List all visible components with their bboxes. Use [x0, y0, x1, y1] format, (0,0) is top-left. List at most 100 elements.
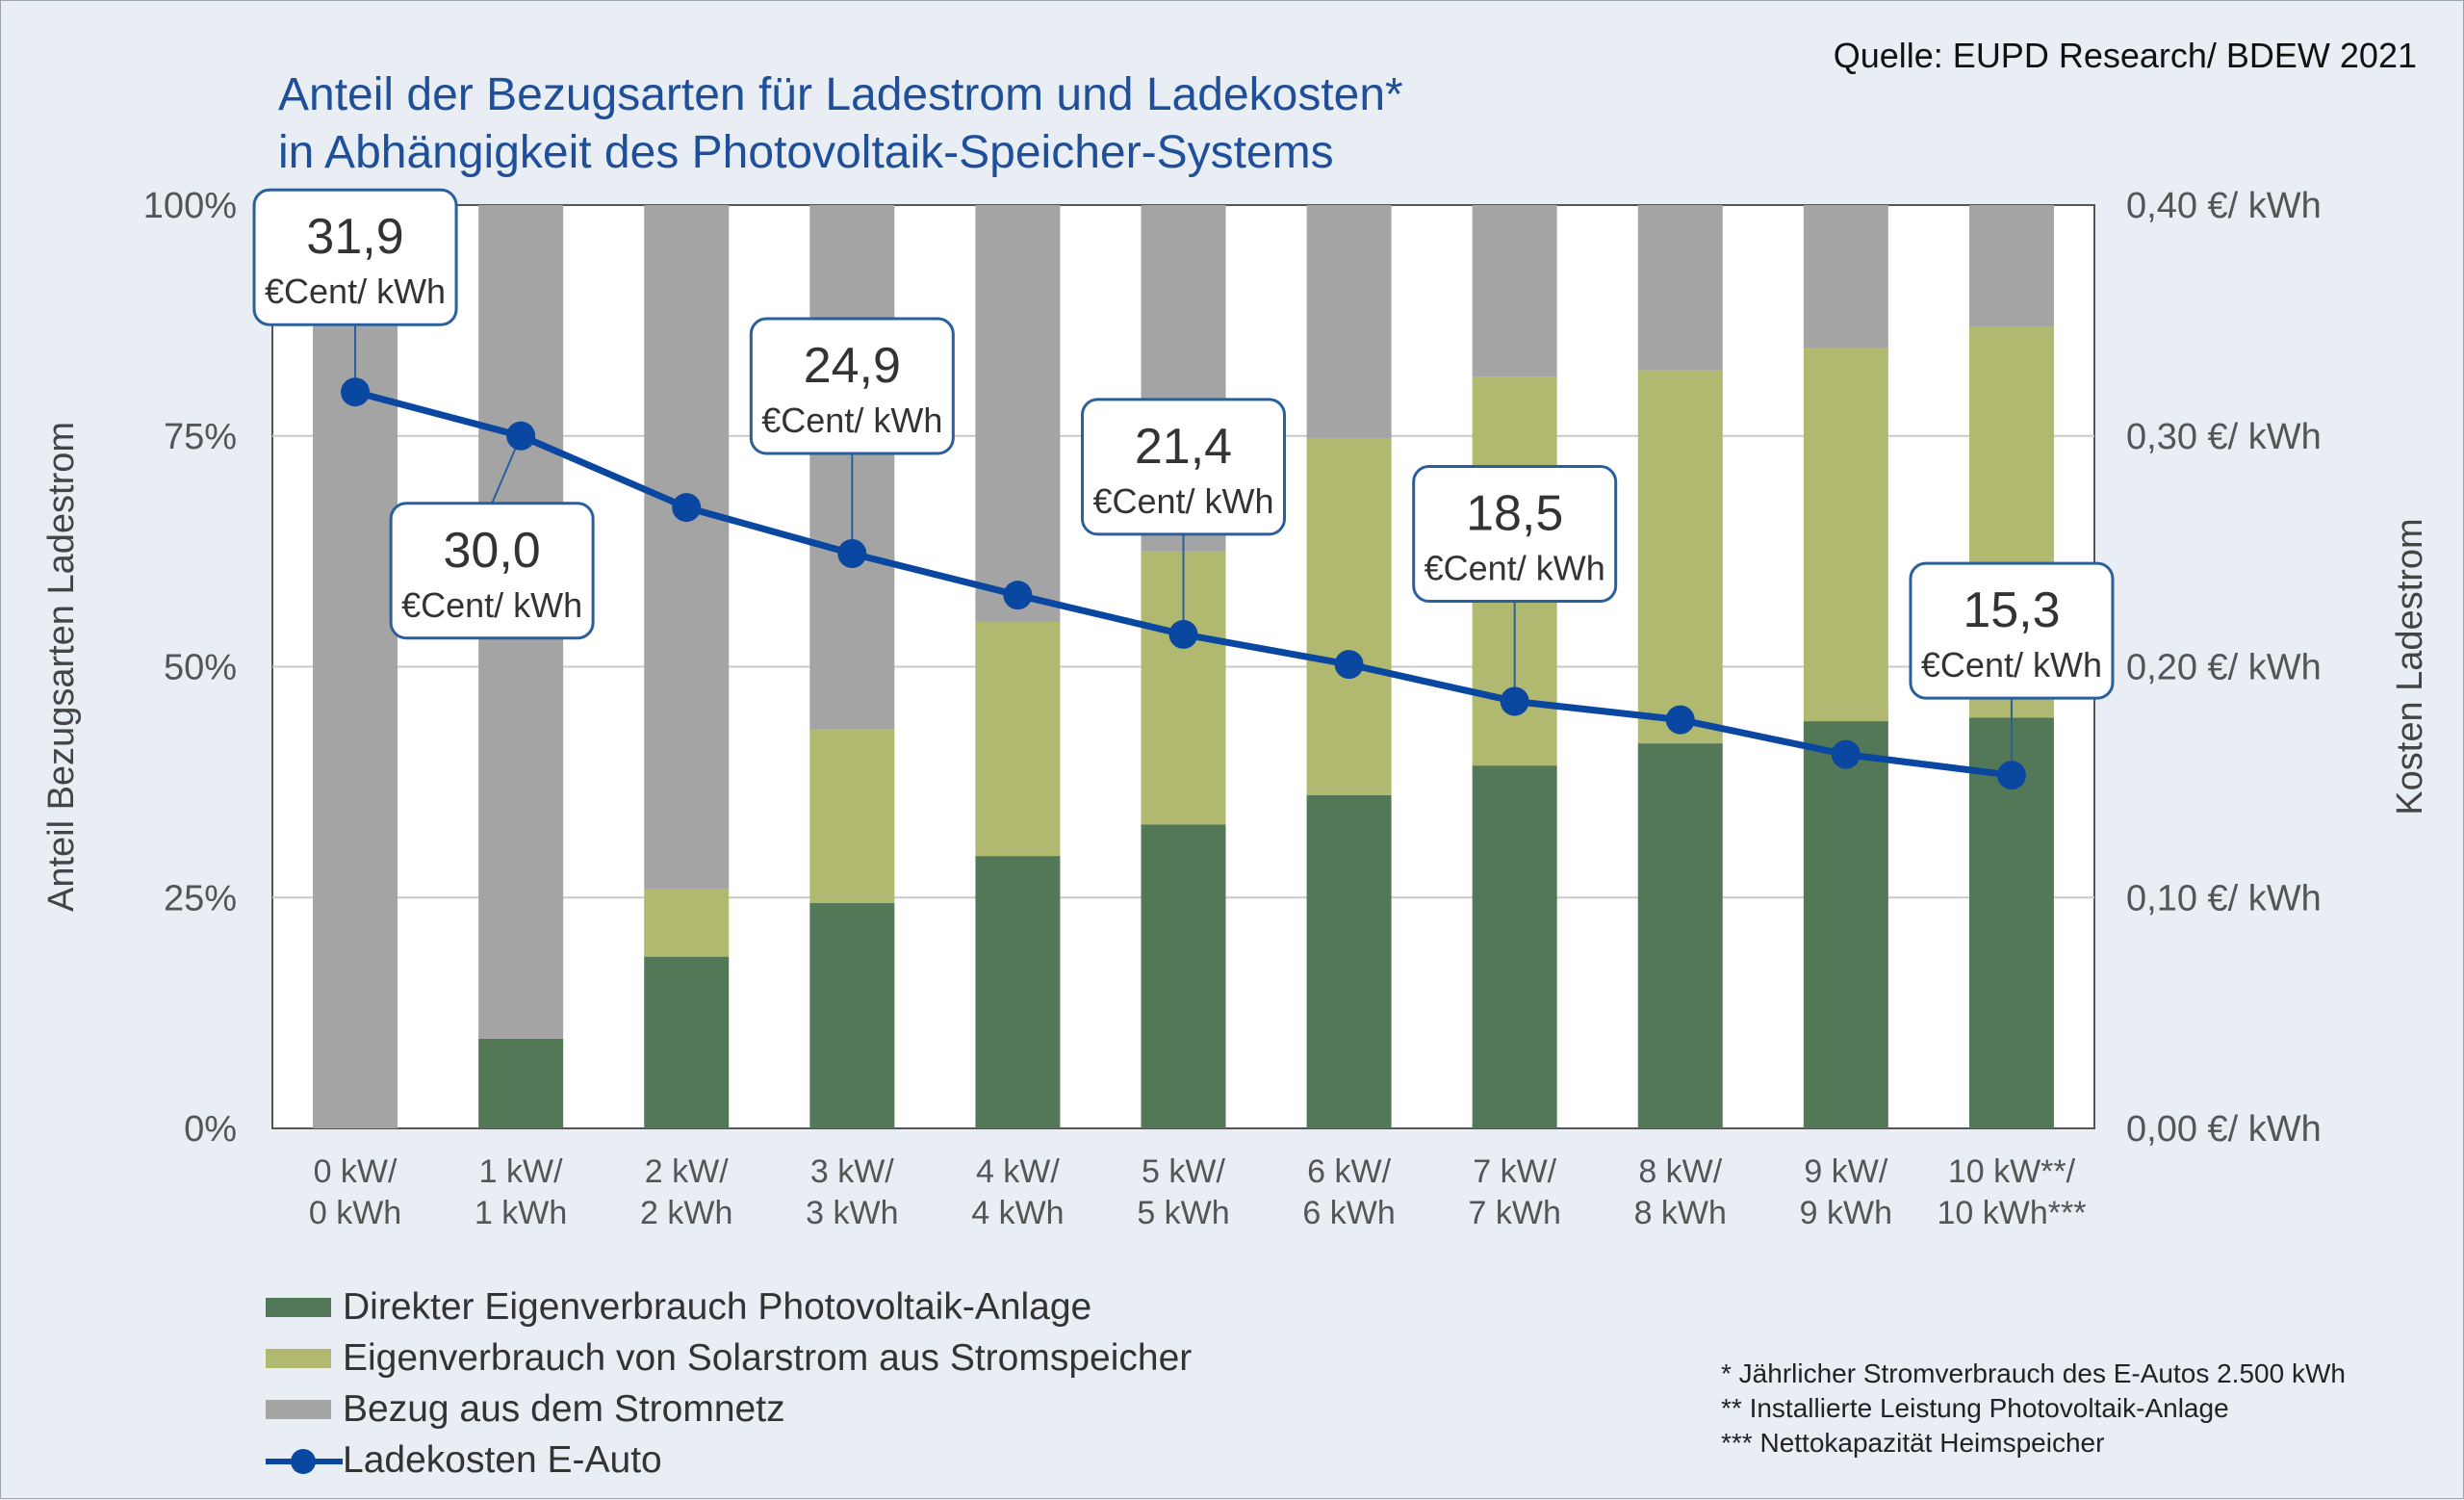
y-right-axis-title: Kosten Ladestrom [2390, 518, 2430, 815]
x-tick-label: 0 kWh [309, 1195, 401, 1231]
y-right-tick-label: 0,10 €/ kWh [2126, 878, 2322, 918]
x-tick-label: 4 kWh [971, 1195, 1064, 1231]
callout-value: 24,9 [804, 338, 901, 394]
bar-direct [1803, 721, 1888, 1128]
bar-direct [1141, 824, 1226, 1128]
footnote-3: *** Nettokapazität Heimspeicher [1721, 1428, 2105, 1458]
bar-direct [975, 856, 1061, 1128]
callout-value: 30,0 [444, 523, 541, 579]
legend-item-grid: Bezug aus dem Stromnetz [266, 1384, 1192, 1435]
cost-point [1168, 619, 1198, 649]
callout-box [1909, 561, 2115, 700]
x-tick-label: 7 kWh [1469, 1195, 1561, 1231]
x-tick-label: 6 kWh [1302, 1195, 1395, 1231]
y-right-tick-label: 0,20 €/ kWh [2126, 648, 2322, 688]
callout-box [1412, 464, 1618, 603]
x-tick-label: 10 kWh*** [1937, 1195, 2086, 1231]
cost-point [1500, 686, 1529, 716]
cost-point [1996, 761, 2026, 790]
x-tick-label: 9 kW/ [1804, 1153, 1887, 1190]
bar-direct [1472, 765, 1557, 1128]
x-tick-label: 7 kW/ [1473, 1153, 1556, 1190]
chart-title-line-2: in Abhängigkeit des Photovoltaik-Speiche… [278, 127, 1334, 178]
bar-grid [1968, 205, 2054, 327]
bar-grid [1803, 205, 1888, 349]
cost-point [341, 377, 371, 407]
y-left-axis-title: Anteil Bezugsarten Ladestrom [41, 422, 82, 912]
callout-unit: €Cent/ kWh [761, 401, 942, 440]
cost-point [1665, 705, 1695, 735]
cost-point [506, 421, 536, 451]
callout-box [1081, 398, 1286, 536]
callout-unit: €Cent/ kWh [1424, 548, 1605, 587]
bar-storage [644, 889, 730, 957]
y-right-tick-label: 0,30 €/ kWh [2126, 417, 2322, 457]
bar-storage [1637, 370, 1723, 744]
x-tick-label: 1 kW/ [479, 1153, 563, 1190]
callout-unit: €Cent/ kWh [265, 272, 446, 311]
y-left-tick-label: 100% [143, 186, 237, 226]
callout-value: 15,3 [1963, 582, 2060, 638]
x-tick-label: 2 kW/ [645, 1153, 729, 1190]
cost-point [1003, 581, 1033, 610]
bar-grid [975, 205, 1061, 622]
y-left-tick-label: 25% [164, 878, 237, 918]
callout-unit: €Cent/ kWh [401, 585, 582, 625]
bar-storage [1803, 348, 1888, 722]
bar-direct [809, 903, 895, 1128]
legend-item-line: Ladekosten E-Auto [266, 1435, 1192, 1486]
bar-direct [1637, 743, 1723, 1128]
y-left-tick-label: 50% [164, 648, 237, 688]
callout-unit: €Cent/ kWh [1092, 481, 1273, 521]
legend: Direkter Eigenverbrauch Photovoltaik-Anl… [266, 1281, 1192, 1486]
bar-direct [644, 956, 730, 1128]
bar-storage [975, 621, 1061, 857]
bar-grid [644, 205, 730, 890]
x-tick-label: 5 kWh [1137, 1195, 1229, 1231]
footnote-1: * Jährlicher Stromverbrauch des E-Autos … [1721, 1358, 2346, 1388]
x-tick-label: 3 kW/ [810, 1153, 894, 1190]
x-tick-label: 9 kWh [1800, 1195, 1892, 1231]
legend-swatch-storage [266, 1348, 331, 1368]
callout-unit: €Cent/ kWh [1921, 645, 2102, 685]
callout-value: 18,5 [1466, 485, 1563, 541]
x-tick-label: 4 kW/ [976, 1153, 1060, 1190]
legend-swatch-grid [266, 1399, 331, 1419]
callout-box [749, 317, 955, 455]
legend-swatch-direct [266, 1297, 331, 1317]
bar-grid [1306, 205, 1392, 439]
legend-item-direct: Direkter Eigenverbrauch Photovoltaik-Anl… [266, 1281, 1192, 1332]
footnotes: * Jährlicher Stromverbrauch des E-Autos … [1721, 1357, 2346, 1461]
legend-label-line: Ladekosten E-Auto [343, 1438, 662, 1481]
chart-title: Anteil der Bezugsarten für Ladestrom und… [278, 66, 1403, 182]
bar-storage [809, 729, 895, 904]
bar-direct [1306, 794, 1392, 1128]
legend-item-storage: Eigenverbrauch von Solarstrom aus Stroms… [266, 1332, 1192, 1384]
legend-label-grid: Bezug aus dem Stromnetz [343, 1387, 785, 1430]
x-tick-label: 5 kW/ [1142, 1153, 1225, 1190]
legend-label-direct: Direkter Eigenverbrauch Photovoltaik-Anl… [343, 1285, 1092, 1328]
bar-grid [1472, 205, 1557, 377]
callout-value: 21,4 [1135, 419, 1232, 475]
y-left-tick-label: 0% [184, 1109, 237, 1150]
callout-value: 31,9 [306, 209, 403, 265]
source-note: Quelle: EUPD Research/ BDEW 2021 [1833, 36, 2417, 75]
x-tick-label: 1 kWh [475, 1195, 567, 1231]
cost-point [672, 493, 702, 523]
cost-point [837, 539, 867, 569]
x-tick-label: 10 kW**/ [1948, 1153, 2076, 1190]
bar-storage [1306, 438, 1392, 795]
x-tick-label: 8 kWh [1634, 1195, 1727, 1231]
y-right-tick-label: 0,00 €/ kWh [2126, 1109, 2322, 1150]
cost-point [1334, 650, 1364, 680]
chart-title-line-1: Anteil der Bezugsarten für Ladestrom und… [278, 69, 1403, 120]
callout-box [252, 188, 458, 326]
x-tick-label: 6 kW/ [1307, 1153, 1391, 1190]
cost-point [1831, 739, 1861, 769]
x-tick-label: 8 kW/ [1638, 1153, 1722, 1190]
x-tick-label: 3 kWh [806, 1195, 898, 1231]
x-tick-label: 0 kW/ [314, 1153, 398, 1190]
bar-direct [478, 1038, 564, 1128]
